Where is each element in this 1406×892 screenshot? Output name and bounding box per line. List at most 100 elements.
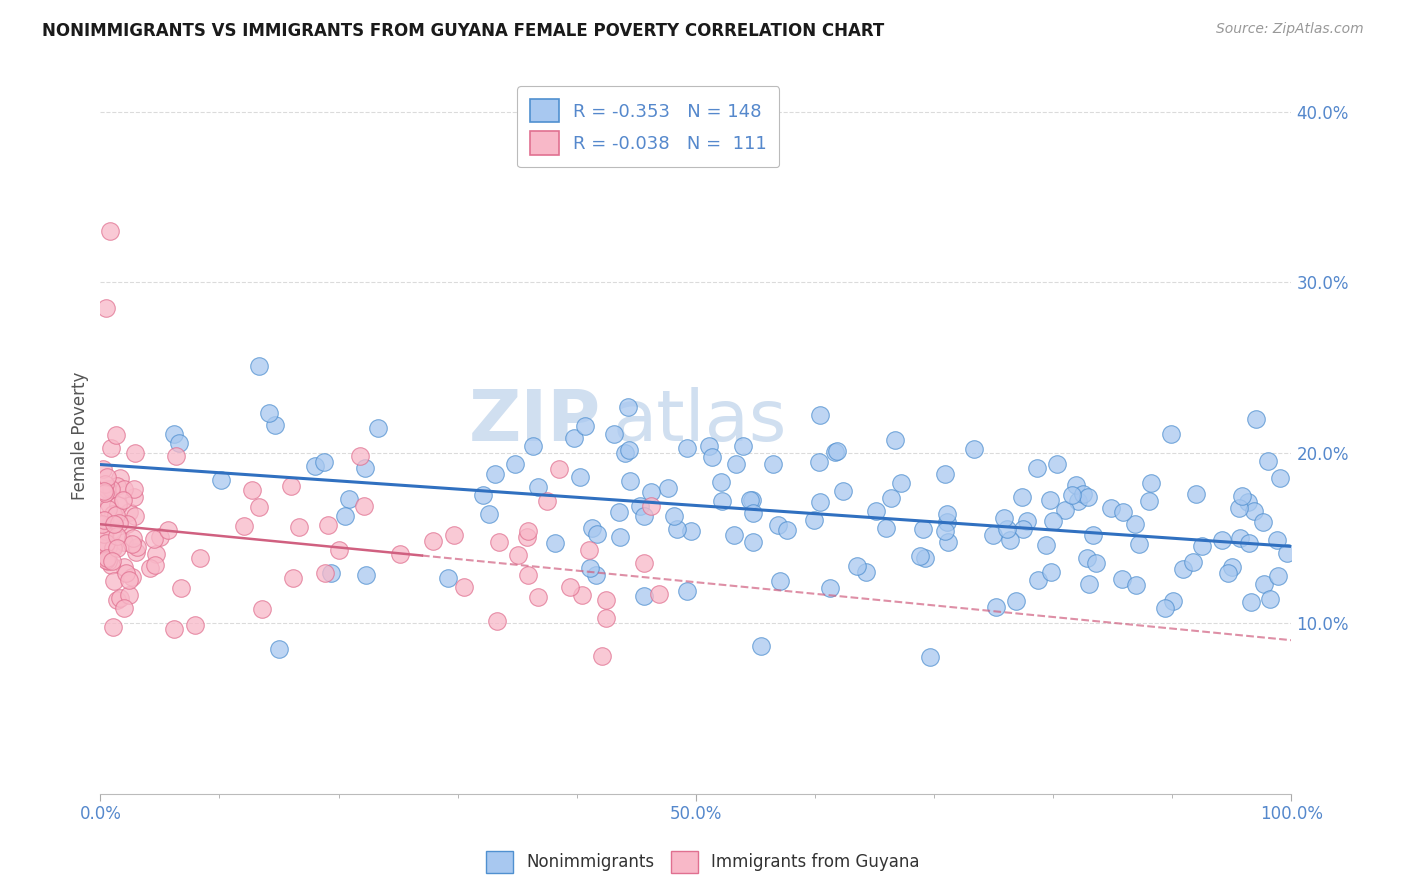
Point [1216, 566, 1239, 580]
Point [617, 443, 640, 458]
Point [657, 481, 679, 495]
Point [633, 508, 655, 523]
Point [453, 581, 475, 595]
Point [93, 484, 115, 499]
Point [1028, 573, 1050, 587]
Point [558, 581, 581, 595]
Point [97, 497, 120, 511]
Text: ZIP: ZIP [468, 387, 600, 456]
Point [121, 570, 143, 584]
Point [96, 470, 118, 484]
Text: atlas: atlas [613, 387, 787, 456]
Point [875, 521, 897, 535]
Point [105, 541, 128, 555]
Point [527, 591, 550, 605]
Point [613, 446, 636, 460]
Point [105, 478, 128, 492]
Point [98, 224, 121, 238]
Legend: R = -0.353   N = 148, R = -0.038   N =  111: R = -0.353 N = 148, R = -0.038 N = 111 [517, 87, 779, 167]
Point [209, 473, 232, 487]
Point [90, 517, 112, 532]
Point [855, 565, 877, 579]
Point [93, 512, 115, 526]
Point [1083, 528, 1105, 542]
Point [484, 467, 506, 482]
Point [749, 639, 772, 653]
Point [586, 527, 609, 541]
Point [145, 548, 167, 562]
Point [1005, 594, 1028, 608]
Point [101, 541, 124, 555]
Point [118, 573, 141, 587]
Point [112, 482, 135, 496]
Point [97, 554, 120, 568]
Point [676, 442, 699, 456]
Point [242, 483, 264, 498]
Point [761, 458, 783, 472]
Point [319, 566, 342, 581]
Point [648, 587, 671, 601]
Point [769, 574, 792, 588]
Point [936, 507, 959, 521]
Point [591, 649, 613, 664]
Point [742, 506, 765, 520]
Point [1182, 556, 1205, 570]
Point [993, 510, 1015, 524]
Point [934, 524, 956, 539]
Point [803, 513, 825, 527]
Point [122, 490, 145, 504]
Point [920, 649, 942, 664]
Point [738, 492, 761, 507]
Point [890, 476, 912, 491]
Point [127, 541, 149, 555]
Point [247, 500, 270, 514]
Point [609, 530, 631, 544]
Point [1171, 562, 1194, 576]
Point [354, 460, 377, 475]
Point [96, 301, 118, 315]
Point [94, 552, 117, 566]
Point [1265, 533, 1288, 548]
Point [104, 508, 127, 522]
Point [143, 558, 166, 573]
Point [1137, 493, 1160, 508]
Point [1243, 503, 1265, 517]
Point [1230, 489, 1253, 503]
Point [571, 588, 593, 602]
Point [776, 523, 799, 537]
Point [478, 508, 501, 522]
Point [1267, 569, 1289, 583]
Point [93, 517, 115, 532]
Point [986, 600, 1008, 615]
Point [1064, 478, 1087, 492]
Point [108, 470, 131, 484]
Point [349, 450, 371, 464]
Point [662, 509, 685, 524]
Point [1111, 572, 1133, 586]
Point [118, 588, 141, 602]
Point [103, 574, 125, 588]
Point [264, 418, 287, 433]
Point [522, 439, 544, 453]
Point [170, 581, 193, 595]
Point [1045, 457, 1067, 471]
Point [517, 524, 540, 539]
Point [165, 449, 187, 463]
Point [96, 550, 118, 565]
Point [118, 506, 141, 520]
Point [115, 566, 138, 580]
Point [679, 524, 702, 538]
Point [304, 459, 326, 474]
Point [934, 467, 956, 481]
Point [488, 534, 510, 549]
Point [1085, 556, 1108, 570]
Point [280, 478, 302, 492]
Point [1236, 495, 1258, 509]
Point [995, 522, 1018, 536]
Point [1067, 493, 1090, 508]
Point [581, 521, 603, 535]
Point [936, 535, 959, 549]
Point [103, 508, 125, 522]
Point [167, 436, 190, 450]
Point [883, 433, 905, 447]
